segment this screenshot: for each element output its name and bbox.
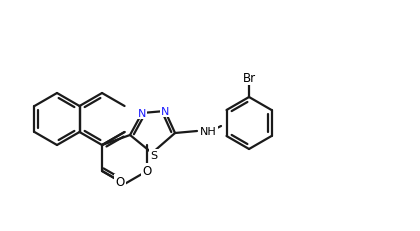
Text: O: O [116,176,125,189]
Text: Br: Br [242,71,256,84]
Text: N: N [161,106,169,116]
Text: N: N [138,109,146,119]
Text: NH: NH [200,126,217,137]
Text: O: O [142,165,152,178]
Text: S: S [150,150,158,160]
